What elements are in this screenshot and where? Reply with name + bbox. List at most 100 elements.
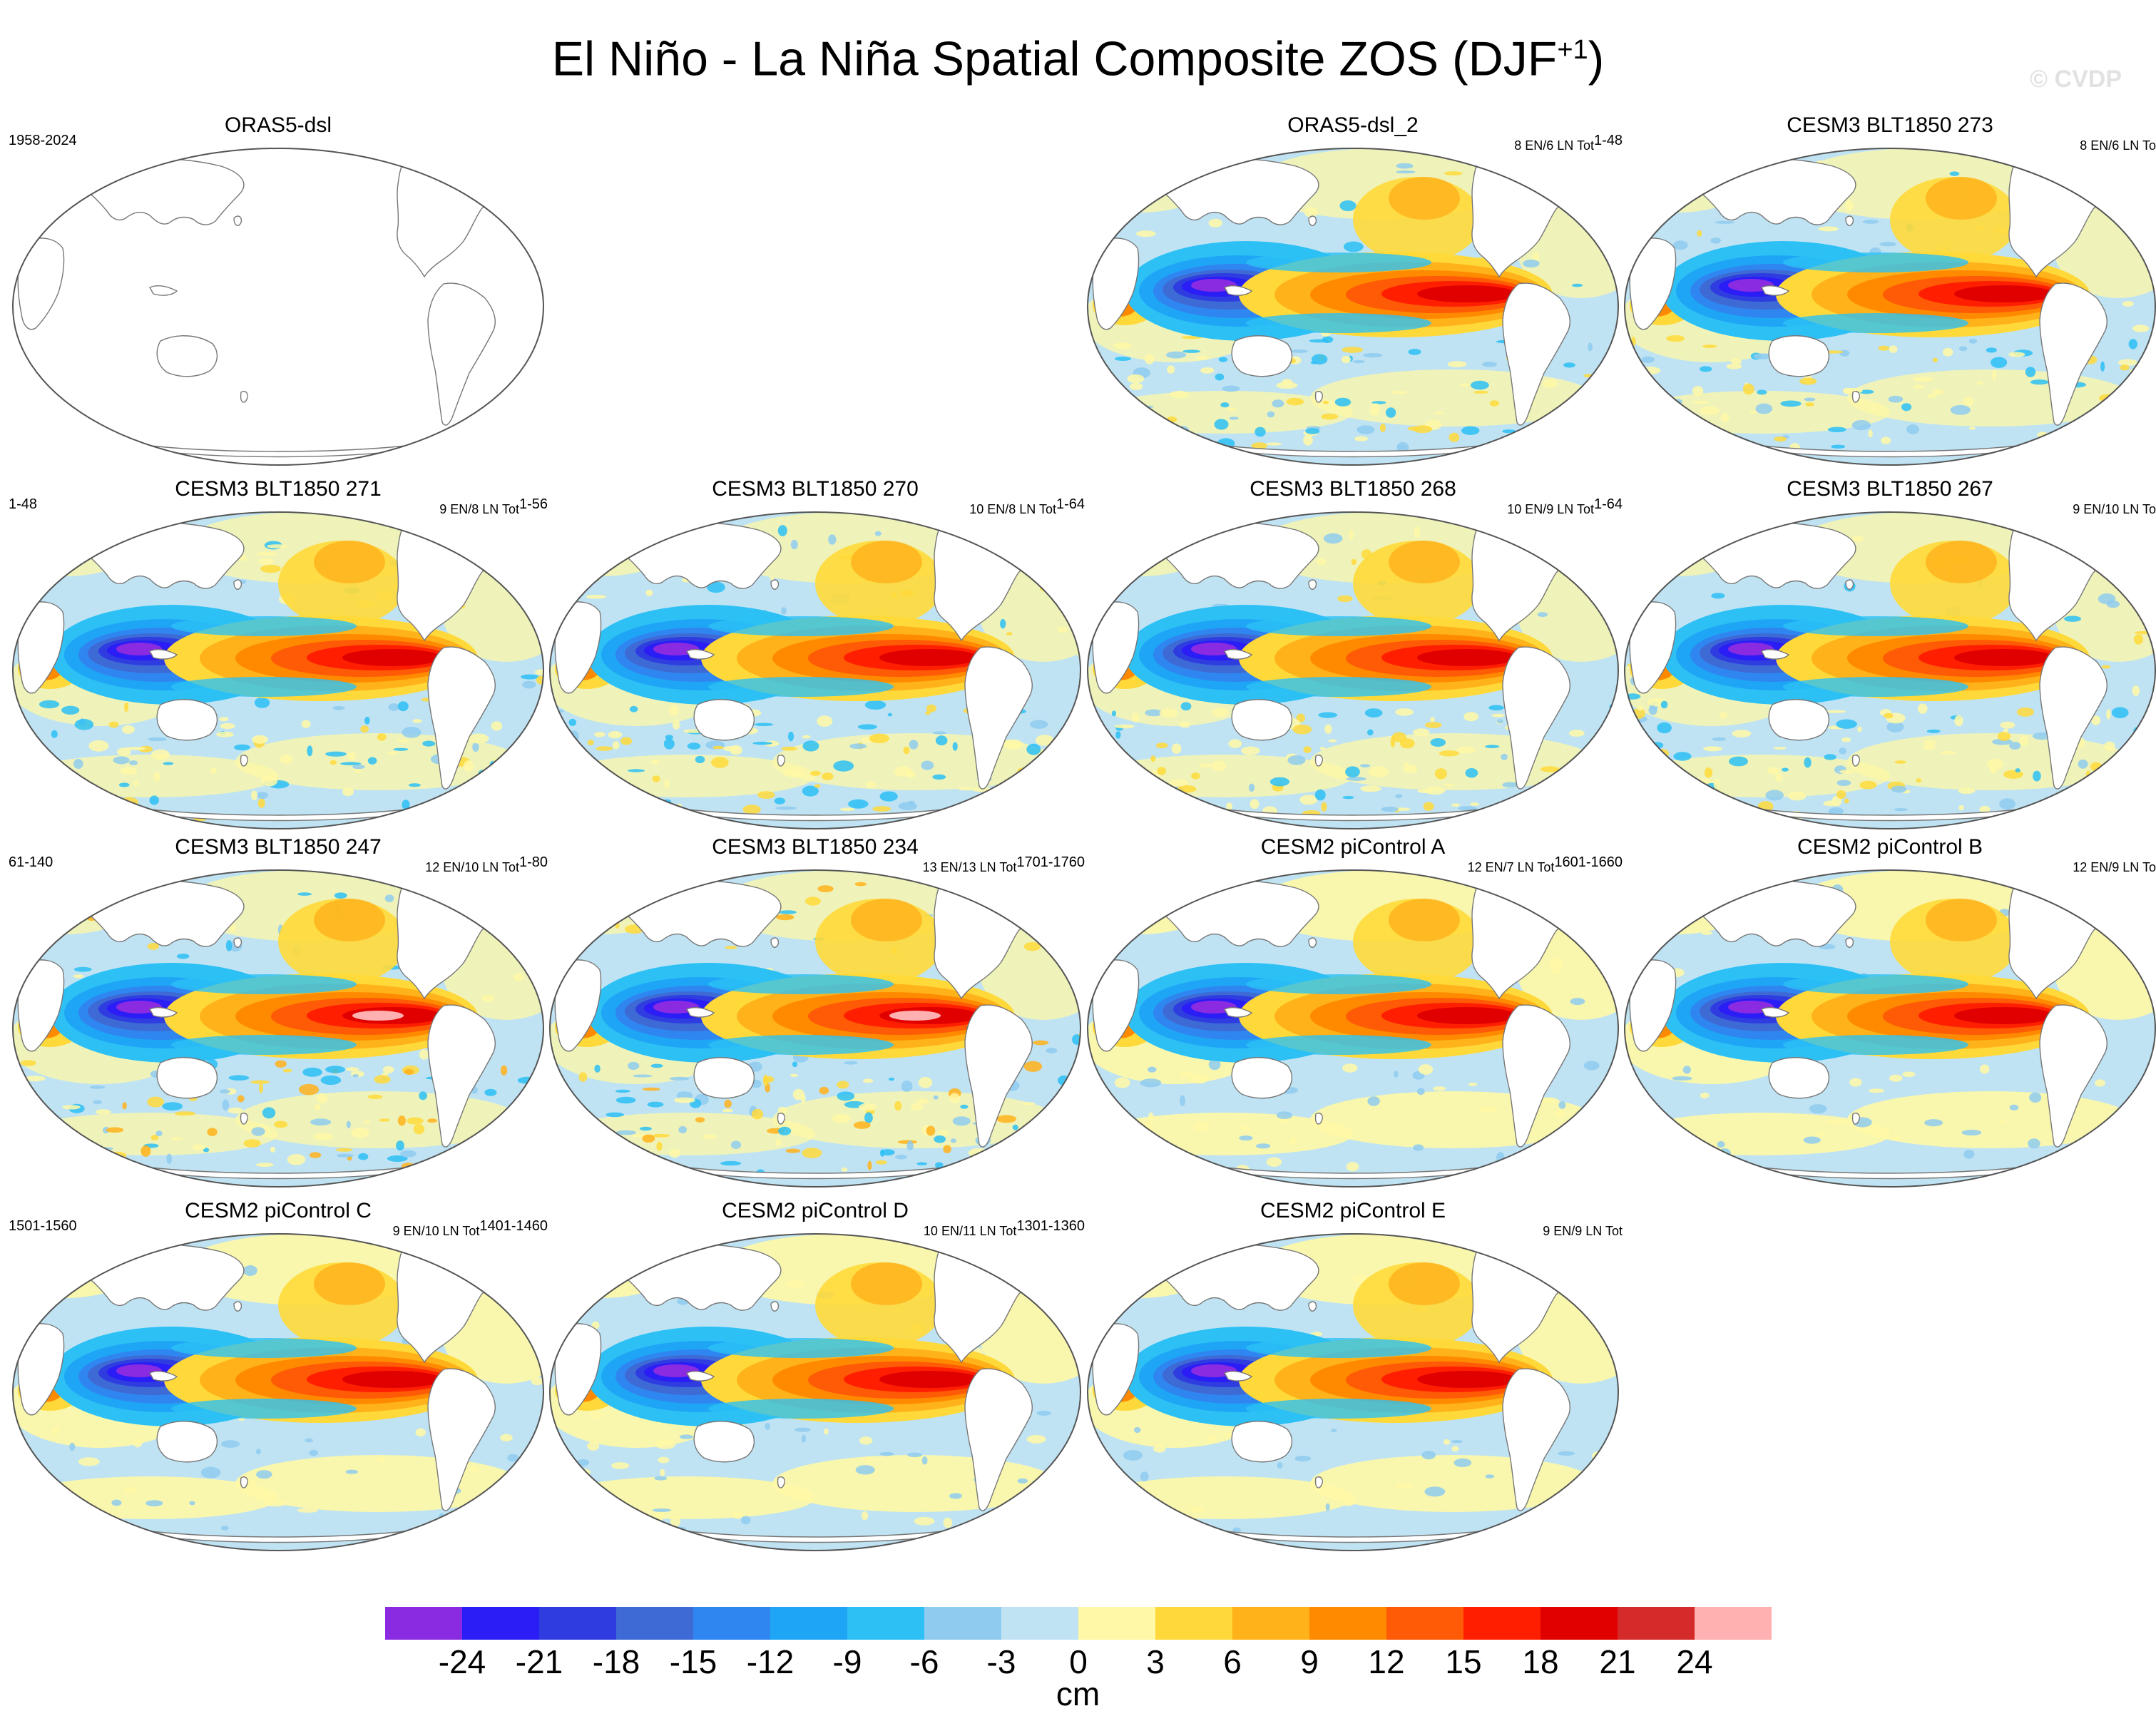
anomaly-speckle: [22, 797, 32, 809]
anomaly-speckle: [153, 772, 160, 782]
anomaly-speckle: [1330, 1429, 1337, 1432]
anomaly-speckle: [1096, 1143, 1115, 1150]
anomaly-speckle: [1304, 207, 1318, 218]
anomaly-speckle: [769, 576, 775, 580]
anomaly-speckle: [1731, 358, 1742, 365]
australia-landmass: [693, 699, 755, 741]
anomaly-speckle: [2064, 616, 2081, 622]
off-equatorial-cold-band: [1783, 974, 1968, 994]
anomaly-speckle: [1342, 347, 1364, 353]
north-pacific-warm-core: [1926, 541, 1997, 583]
anomaly-speckle: [141, 1145, 151, 1157]
off-equatorial-cold-band: [1246, 677, 1431, 697]
anomaly-speckle: [491, 721, 503, 731]
anomaly-speckle: [2087, 158, 2098, 162]
anomaly-speckle: [2013, 152, 2033, 162]
anomaly-speckle: [1412, 728, 1430, 737]
anomaly-speckle: [2150, 1112, 2155, 1118]
anomaly-speckle: [780, 607, 787, 615]
anomaly-speckle: [2132, 325, 2150, 332]
australia-landmass: [1768, 335, 1829, 377]
anomaly-speckle: [556, 1459, 563, 1464]
anomaly-speckle: [1346, 1162, 1359, 1172]
anomaly-speckle: [1533, 807, 1553, 813]
anomaly-speckle: [1046, 1048, 1058, 1053]
anomaly-speckle: [148, 737, 167, 742]
anomaly-speckle: [133, 780, 139, 786]
colorbar-tick-label: -15: [669, 1643, 717, 1680]
colorbar-swatch: [1001, 1607, 1078, 1640]
anomaly-speckle: [1118, 1504, 1130, 1508]
anomaly-speckle: [2102, 407, 2108, 414]
anomaly-speckle: [1109, 1476, 1115, 1483]
anomaly-speckle: [1391, 732, 1406, 742]
anomaly-speckle: [1604, 403, 1618, 412]
anomaly-speckle: [1095, 192, 1116, 203]
anomaly-speckle: [1720, 172, 1727, 178]
north-pacific-warm-core: [851, 1262, 922, 1305]
anomaly-speckle: [817, 885, 834, 892]
anomaly-speckle: [1424, 1486, 1446, 1497]
anomaly-speckle: [1266, 1157, 1282, 1167]
south-america-landmass: [1502, 646, 1571, 790]
anomaly-speckle: [58, 1525, 73, 1531]
anomaly-speckle: [419, 1049, 429, 1060]
anomaly-speckle: [2118, 429, 2124, 437]
anomaly-speckle: [427, 1118, 437, 1123]
anomaly-speckle: [1682, 1066, 1691, 1074]
anomaly-speckle: [741, 1516, 751, 1525]
anomaly-speckle: [189, 1501, 195, 1506]
anomaly-speckle: [1729, 756, 1748, 767]
anomaly-speckle: [776, 914, 795, 921]
panel-map: [12, 148, 544, 466]
anomaly-speckle: [2149, 418, 2155, 423]
anomaly-speckle: [1541, 802, 1553, 810]
anomaly-speckle: [1625, 434, 1632, 439]
anomaly-speckle: [2078, 759, 2088, 769]
anomaly-speckle: [1444, 171, 1463, 175]
australia-landmass: [1231, 1057, 1292, 1099]
colorbar-tick-label: -3: [986, 1643, 1016, 1680]
anomaly-speckle: [1169, 1518, 1178, 1530]
south-america-landmass: [964, 1368, 1033, 1511]
anomaly-speckle: [2104, 741, 2115, 751]
anomaly-speckle: [513, 973, 524, 981]
map-field: [13, 1234, 543, 1551]
anomaly-speckle: [594, 732, 606, 737]
anomaly-speckle: [1342, 1063, 1358, 1073]
anomaly-speckle: [1647, 783, 1656, 791]
colorbar-tick-label: 24: [1676, 1643, 1713, 1680]
anomaly-speckle: [309, 1449, 318, 1456]
anomaly-speckle: [1633, 419, 1646, 431]
anomaly-speckle: [120, 767, 138, 775]
australia-landmass: [156, 1057, 218, 1099]
anomaly-speckle: [1394, 1071, 1399, 1078]
anomaly-speckle: [1395, 794, 1403, 799]
map-panel: CESM3 BLT1850 267 9 EN/10 LN Tot: [1619, 476, 2156, 833]
north-pacific-warm-core: [1389, 541, 1460, 583]
anomaly-speckle: [397, 1115, 407, 1126]
anomaly-speckle: [1305, 428, 1320, 434]
anomaly-speckle: [77, 526, 88, 537]
figure-title: El Niño - La Niña Spatial Composite ZOS …: [0, 21, 2156, 88]
off-equatorial-cold-band: [1246, 1035, 1431, 1055]
anomaly-speckle: [2111, 780, 2120, 786]
anomaly-speckle: [672, 720, 680, 730]
anomaly-speckle: [732, 1511, 744, 1519]
anomaly-speckle: [367, 1094, 383, 1100]
anomaly-speckle: [1272, 399, 1284, 408]
anomaly-speckle: [407, 1117, 424, 1125]
anomaly-speckle: [499, 802, 510, 810]
anomaly-speckle: [1208, 218, 1222, 228]
anomaly-speckle: [1563, 362, 1575, 368]
new-zealand-landmass: [777, 755, 785, 767]
anomaly-speckle: [514, 747, 532, 753]
anomaly-speckle: [1060, 1494, 1072, 1503]
anomaly-speckle: [611, 1462, 630, 1469]
anomaly-speckle: [1844, 798, 1849, 804]
colorbar: [385, 1607, 1772, 1640]
anomaly-speckle: [1103, 1132, 1111, 1136]
panel-title: CESM2 piControl C: [185, 1199, 372, 1222]
map-boundary: [1624, 148, 2156, 466]
map-field: [13, 148, 543, 465]
